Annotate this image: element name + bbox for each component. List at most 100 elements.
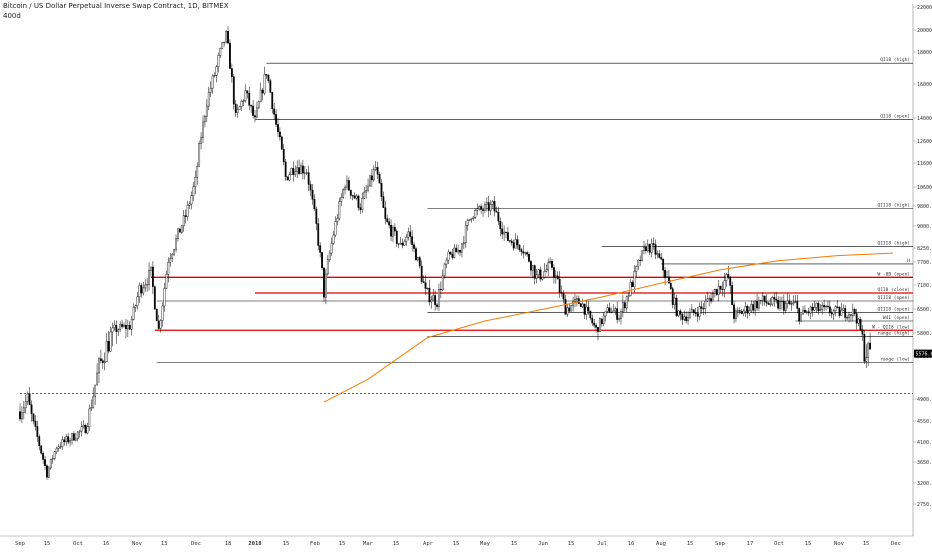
candle-body — [195, 177, 196, 187]
candle-body — [722, 289, 723, 290]
candle-body — [843, 308, 844, 310]
candle-body — [129, 325, 130, 329]
candle-body — [561, 292, 562, 293]
candle-body — [100, 359, 101, 361]
candle-body — [553, 268, 554, 277]
candle-body — [108, 341, 109, 351]
candle-body — [181, 226, 182, 232]
candle-body — [747, 306, 748, 313]
candle-body — [104, 362, 105, 363]
y-tick-label: 20000.0 — [917, 28, 932, 34]
candle-body — [116, 325, 117, 332]
candle-body — [798, 308, 799, 321]
candle-body — [494, 201, 495, 211]
candle-body — [837, 307, 838, 308]
candle-body — [89, 409, 90, 427]
candle-body — [54, 452, 55, 459]
candle-body — [452, 254, 453, 258]
candle-body — [505, 232, 506, 233]
candle-body — [346, 180, 347, 187]
candle-body — [643, 247, 644, 251]
candle-body — [653, 243, 654, 244]
candle-body — [158, 321, 159, 329]
candle-body — [189, 204, 190, 205]
candle-body — [856, 314, 857, 324]
candle-body — [229, 43, 230, 68]
candle-body — [52, 458, 53, 459]
candle-body — [731, 285, 732, 304]
x-tick-label: Oct — [73, 541, 83, 547]
candle-body — [839, 307, 840, 315]
candle-body — [775, 299, 776, 300]
candle-body — [350, 190, 351, 195]
candle-body — [850, 315, 851, 316]
y-tick-label: 4900.0 — [917, 397, 932, 403]
candle-body — [672, 289, 673, 305]
candle-body — [526, 252, 527, 254]
candle-body — [411, 237, 412, 245]
candle-body — [291, 168, 292, 174]
candle-body — [762, 296, 763, 300]
x-tick-label: 2018 — [248, 541, 261, 547]
candle-body — [83, 425, 84, 427]
candle-body — [206, 106, 207, 116]
candle-body — [383, 197, 384, 208]
candle-body — [624, 303, 625, 308]
candle-body — [427, 288, 428, 289]
x-tick-label: 17 — [747, 541, 754, 547]
candle-body — [69, 440, 70, 442]
candle-body — [160, 320, 161, 328]
candle-body — [590, 311, 591, 318]
candle-body — [586, 307, 587, 314]
candle-body — [275, 114, 276, 124]
candle-body — [737, 311, 738, 312]
candle-body — [314, 199, 315, 209]
candle-body — [438, 289, 439, 306]
candle-body — [578, 299, 579, 304]
candle-body — [40, 446, 41, 453]
candle-body — [371, 176, 372, 180]
candle-body — [335, 222, 336, 235]
level-label: QI18 (high) — [880, 57, 910, 63]
candle-body — [852, 309, 853, 315]
candle-body — [638, 260, 639, 266]
candle-body — [323, 268, 324, 297]
candle-body — [549, 261, 550, 262]
candle-body — [421, 266, 422, 282]
candle-body — [605, 311, 606, 316]
candle-body — [670, 283, 671, 288]
candle-body — [369, 176, 370, 186]
candle-body — [680, 311, 681, 314]
candle-body — [388, 222, 389, 225]
candle-body — [413, 245, 414, 249]
candle-body — [404, 241, 405, 245]
candle-body — [766, 302, 767, 303]
y-tick-label: 3650.0 — [917, 460, 932, 466]
candle-body — [599, 319, 600, 332]
candle-body — [528, 254, 529, 261]
candle-body — [60, 447, 61, 448]
candle-body — [869, 343, 870, 349]
candle-body — [85, 425, 86, 433]
x-tick-label: 15 — [339, 541, 346, 547]
y-tick-label: 9800.0 — [917, 204, 932, 210]
candle-body — [478, 206, 479, 208]
candle-body — [319, 246, 320, 253]
candle-body — [249, 93, 250, 105]
candle-body — [628, 296, 629, 297]
candle-body — [507, 232, 508, 240]
candle-body — [802, 310, 803, 314]
candle-body — [222, 42, 223, 48]
candle-body — [398, 244, 399, 245]
candle-body — [615, 309, 616, 311]
candle-body — [779, 302, 780, 308]
candle-body — [279, 132, 280, 137]
candle-body — [821, 305, 822, 309]
candle-body — [308, 173, 309, 185]
candle-body — [789, 301, 790, 304]
candle-body — [110, 332, 111, 351]
candle-body — [862, 330, 863, 335]
candle-body — [337, 218, 338, 221]
